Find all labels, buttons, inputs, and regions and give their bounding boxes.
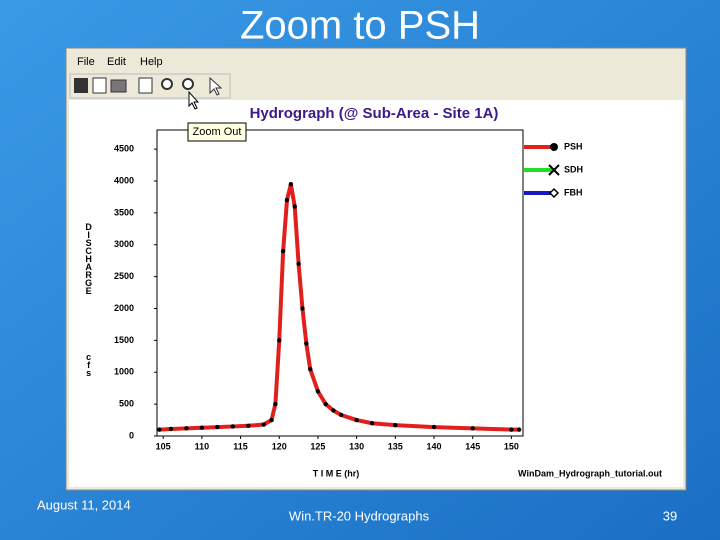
menu-item[interactable]: Edit: [107, 56, 126, 68]
copy-button[interactable]: [138, 77, 153, 94]
data-point: [168, 426, 174, 432]
footer-date: August 11, 2014: [37, 497, 131, 512]
data-point: [273, 401, 278, 407]
y-tick-label: 3000: [114, 239, 134, 249]
data-point: [215, 424, 220, 430]
x-tick-label: 135: [388, 441, 403, 451]
data-point: [431, 424, 437, 430]
page-number: 39: [663, 508, 677, 523]
menu-item[interactable]: File: [77, 56, 95, 68]
series-line: [159, 182, 520, 432]
legend-marker: [550, 143, 558, 151]
data-point: [296, 261, 301, 267]
y-tick-label: 1500: [114, 335, 134, 345]
mouse-cursor: [188, 90, 200, 110]
preview-button[interactable]: [92, 77, 107, 94]
y-tick-label: 2000: [114, 303, 134, 313]
x-tick-label: 150: [504, 441, 519, 451]
footer-title: Win.TR-20 Hydrographs: [289, 508, 430, 523]
menu-item[interactable]: Help: [140, 56, 163, 68]
slide-title: Zoom to PSH: [240, 4, 480, 48]
legend-label: PSH: [564, 141, 583, 151]
data-point: [230, 424, 236, 429]
data-point: [288, 181, 294, 187]
y-tick-label: 2500: [114, 271, 134, 281]
data-point: [470, 426, 475, 431]
data-point: [284, 197, 290, 203]
x-tick-label: 130: [349, 441, 364, 451]
data-point: [315, 389, 321, 394]
data-point: [516, 427, 522, 432]
legend-marker: [548, 164, 560, 176]
data-point: [269, 417, 274, 423]
y-axis-label: DISCHARGE: [84, 222, 94, 294]
x-tick-label: 110: [195, 441, 210, 451]
y-tick-label: 500: [119, 399, 134, 409]
data-point: [338, 412, 344, 418]
data-point: [157, 427, 162, 432]
data-point: [331, 408, 336, 413]
data-point: [300, 306, 305, 311]
y-tick-label: 4500: [114, 144, 134, 154]
y-tick-label: 1000: [114, 367, 134, 377]
data-point: [304, 341, 309, 346]
file-name: WinDam_Hydrograph_tutorial.out: [518, 468, 662, 478]
data-point: [246, 423, 251, 428]
tooltip-box: [187, 122, 247, 142]
data-point: [277, 338, 282, 343]
chart: Hydrograph (@ Sub-Area - Site 1A) 0 500 100…: [84, 105, 662, 478]
x-tick-label: 125: [310, 441, 325, 451]
tooltip: Zoom Out: [193, 126, 242, 138]
chart-title: Hydrograph (@ Sub-Area - Site 1A): [250, 105, 499, 122]
plot-area: [156, 129, 524, 437]
data-point: [280, 248, 286, 254]
menu-bar: File Edit Help: [77, 56, 163, 68]
data-point: [509, 427, 514, 432]
x-tick-label: 140: [426, 441, 441, 451]
data-point: [292, 204, 297, 209]
print-button[interactable]: [110, 79, 127, 93]
data-point: [393, 422, 398, 428]
x-axis-label: T I M E (hr): [313, 468, 360, 478]
toolbar: [69, 73, 231, 110]
x-tick-label: 105: [156, 441, 171, 451]
data-point: [369, 421, 375, 426]
data-point: [184, 426, 189, 431]
y-tick-label: 4000: [114, 175, 134, 185]
data-point: [261, 422, 266, 427]
legend-marker: [548, 187, 560, 199]
zoom-out-button[interactable]: [182, 78, 194, 90]
data-point: [354, 417, 359, 423]
legend-label: FBH: [564, 187, 583, 197]
data-point: [199, 425, 205, 430]
save-button[interactable]: [74, 78, 88, 93]
x-tick-label: 145: [465, 441, 480, 451]
y-tick-label: 0: [129, 430, 134, 440]
y-tick-label: 3500: [114, 207, 134, 217]
x-tick-label: 115: [233, 441, 248, 451]
data-point: [308, 366, 313, 372]
legend-label: SDH: [564, 164, 583, 174]
x-tick-label: 120: [272, 441, 287, 451]
zoom-in-button[interactable]: [161, 78, 173, 90]
y-axis-unit: cfs: [84, 352, 94, 376]
data-point: [323, 401, 328, 407]
pointer-button[interactable]: [209, 76, 223, 96]
